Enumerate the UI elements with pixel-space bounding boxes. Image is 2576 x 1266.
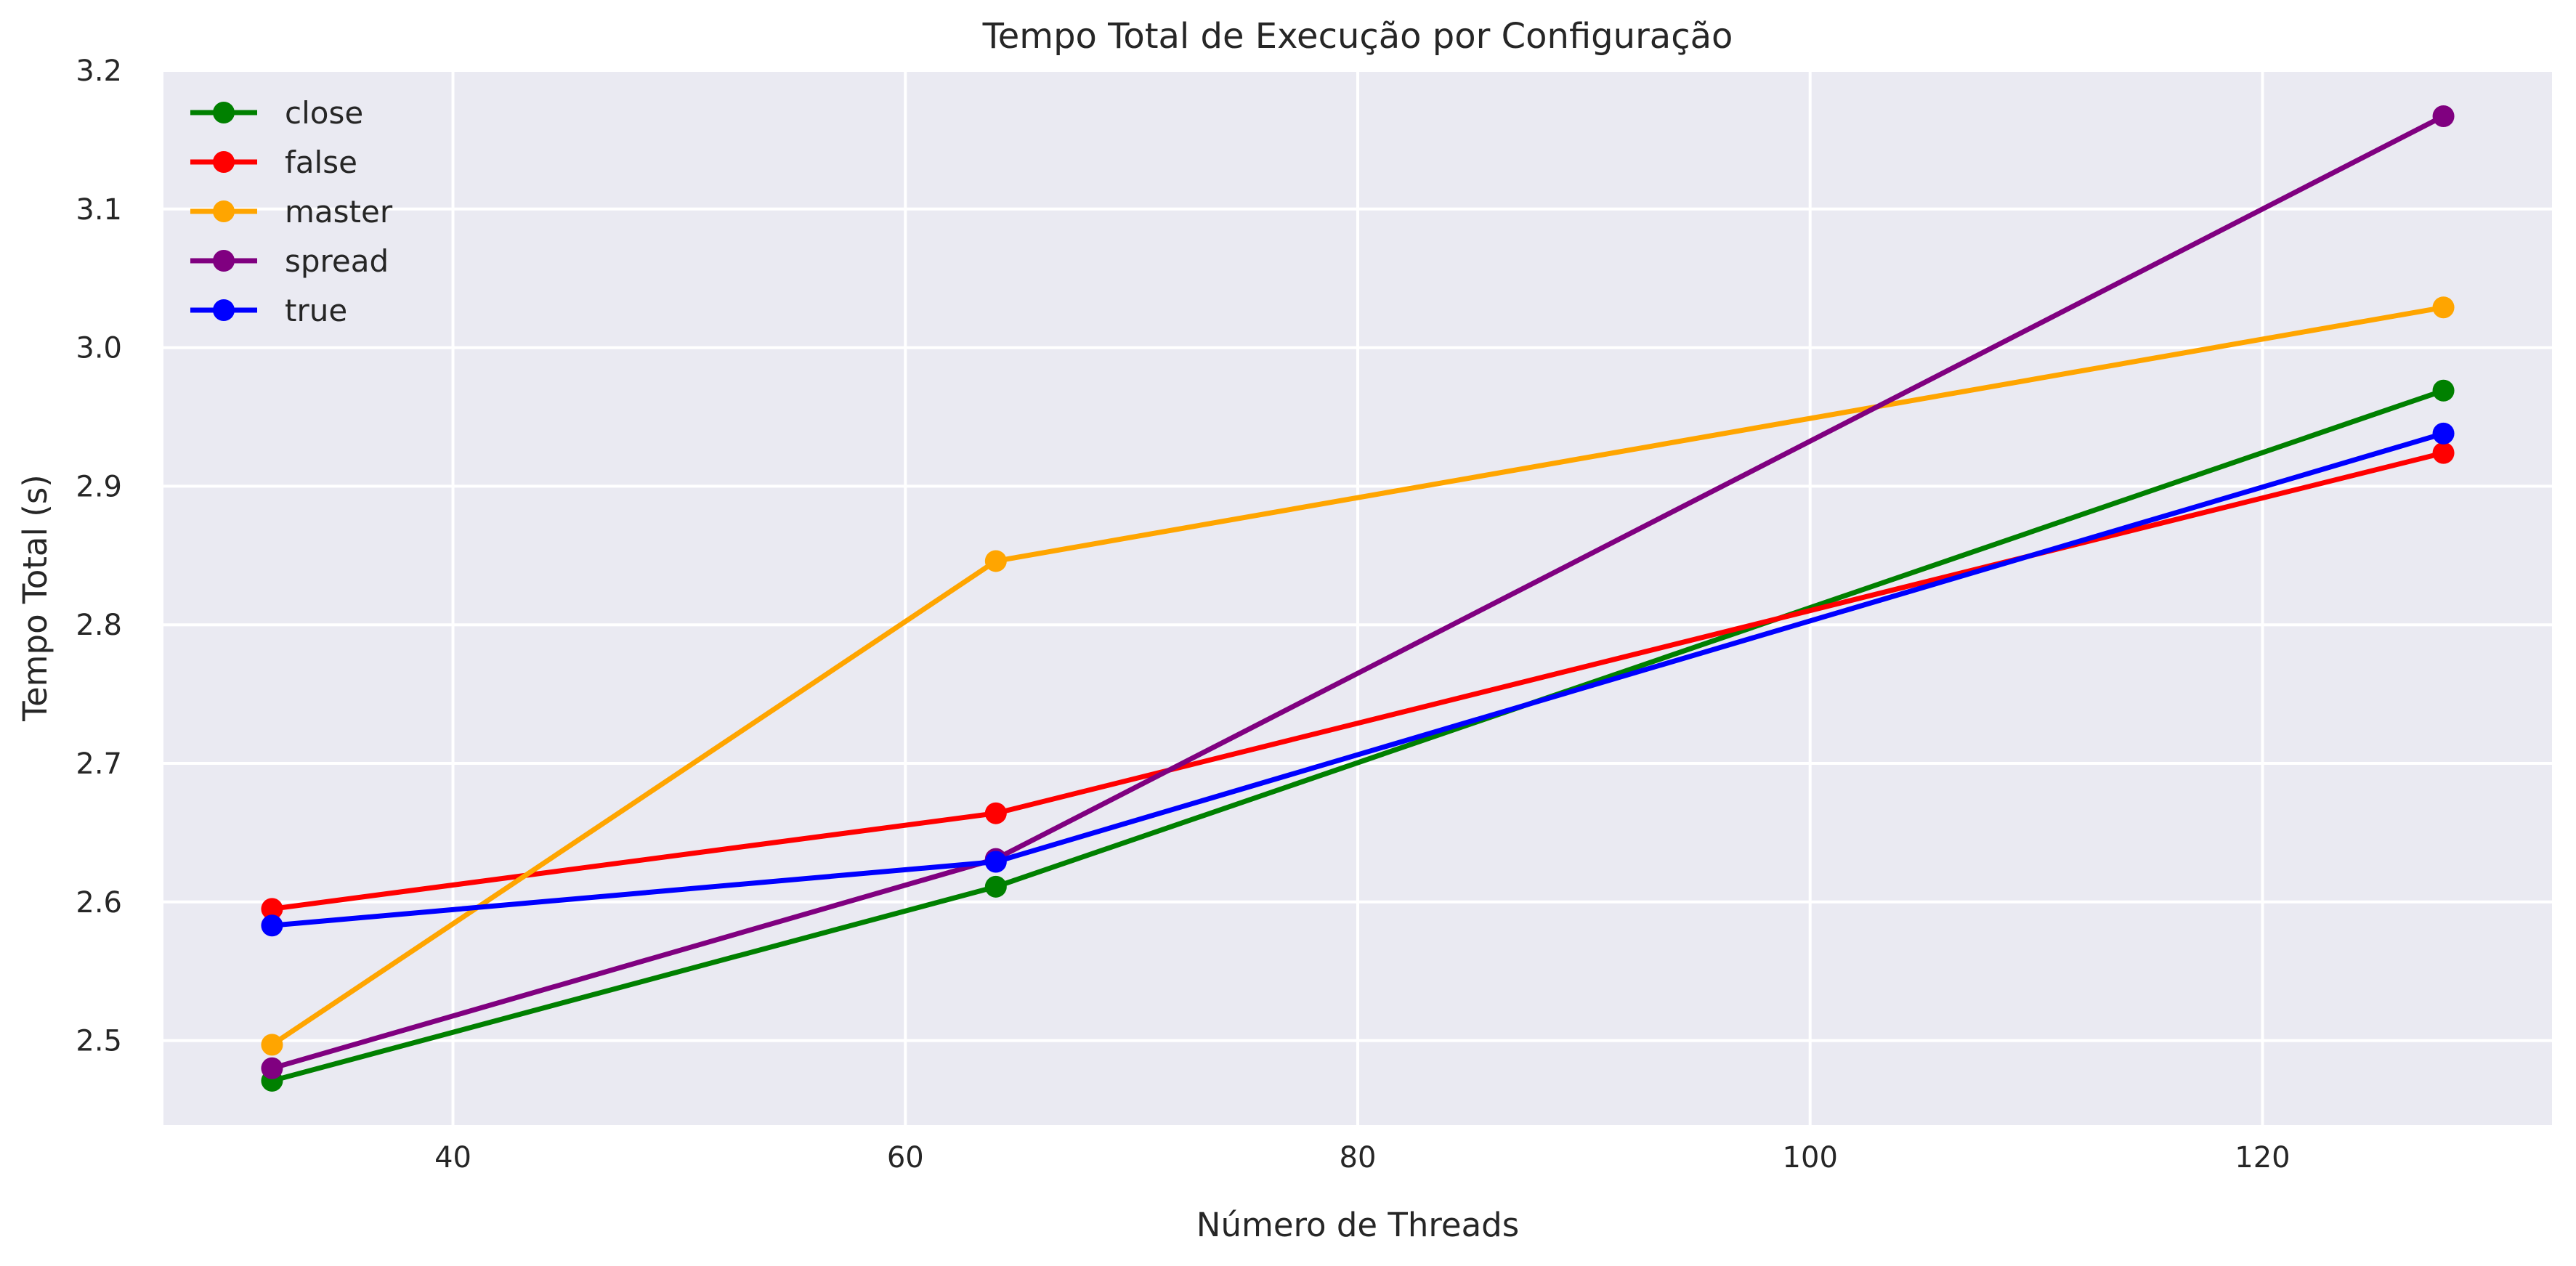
- x-tick-label: 120: [2235, 1141, 2290, 1174]
- y-tick-label: 3.2: [76, 54, 122, 88]
- x-tick-label: 60: [887, 1141, 924, 1174]
- x-tick-label: 80: [1340, 1141, 1377, 1174]
- legend-label: close: [285, 95, 363, 131]
- legend-label: spread: [285, 243, 389, 279]
- legend-marker-swatch: [213, 102, 235, 123]
- legend-label: true: [285, 293, 347, 328]
- series-true: [261, 422, 2455, 937]
- x-axis-title: Número de Threads: [1196, 1206, 1519, 1244]
- series-master: [261, 296, 2455, 1056]
- data-point-false: [2432, 442, 2455, 464]
- x-tick-label: 100: [1783, 1141, 1838, 1174]
- legend-item-false: false: [190, 145, 357, 180]
- series-layer: [261, 105, 2455, 1092]
- legend-item-close: close: [190, 95, 363, 131]
- data-point-true: [984, 851, 1007, 873]
- data-point-master: [984, 550, 1007, 572]
- data-point-master: [261, 1034, 283, 1056]
- chart-title: Tempo Total de Execução por Configuração: [982, 16, 1733, 57]
- data-point-master: [2432, 296, 2455, 319]
- legend-label: master: [285, 194, 393, 230]
- legend-item-master: master: [190, 194, 393, 230]
- y-tick-label: 3.1: [76, 193, 122, 227]
- y-tick-label: 3.0: [76, 332, 122, 365]
- legend-item-true: true: [190, 293, 347, 328]
- data-point-false: [261, 898, 283, 920]
- legend-marker-swatch: [213, 200, 235, 222]
- series-close: [261, 379, 2455, 1092]
- data-point-close: [984, 875, 1007, 898]
- tick-labels: 40 60 80 100 120 2.5 2.6 2.7 2.8 2.9 3.0 3.1 3.2: [76, 54, 2290, 1174]
- legend-label: false: [285, 145, 357, 180]
- legend-marker-swatch: [213, 151, 235, 173]
- y-tick-label: 2.5: [76, 1025, 122, 1058]
- data-point-false: [984, 802, 1007, 824]
- y-axis-title: Tempo Total (s): [16, 474, 54, 722]
- y-tick-label: 2.6: [76, 886, 122, 920]
- data-point-true: [261, 914, 283, 937]
- y-tick-label: 2.7: [76, 747, 122, 781]
- data-point-close: [2432, 379, 2455, 402]
- series-false: [261, 442, 2455, 920]
- data-point-true: [2432, 422, 2455, 445]
- legend: close false master spread true: [190, 95, 393, 328]
- legend-marker-swatch: [213, 250, 235, 272]
- x-tick-label: 40: [434, 1141, 471, 1174]
- y-tick-label: 2.8: [76, 609, 122, 642]
- data-point-spread: [261, 1057, 283, 1079]
- y-tick-label: 2.9: [76, 470, 122, 503]
- legend-item-spread: spread: [190, 243, 389, 279]
- legend-marker-swatch: [213, 299, 235, 321]
- data-point-spread: [2432, 105, 2455, 127]
